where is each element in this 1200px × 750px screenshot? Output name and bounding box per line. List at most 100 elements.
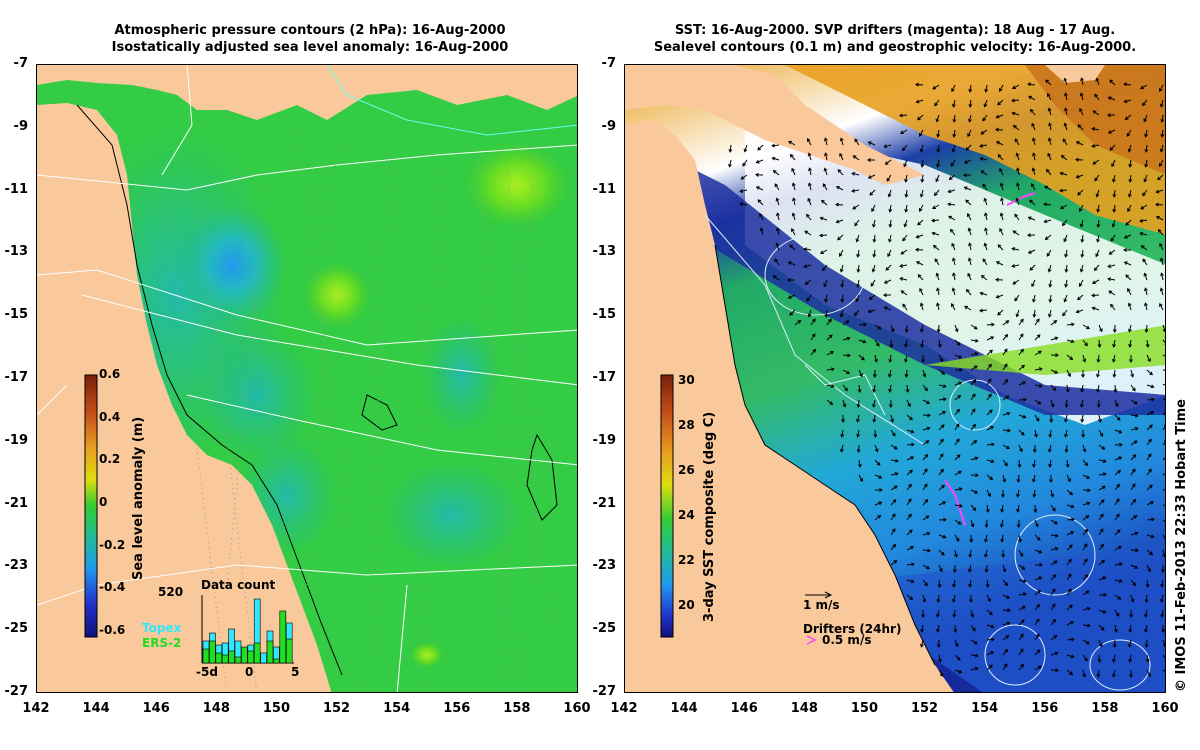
velocity-arrowhead: [995, 277, 999, 282]
velocity-arrowhead: [955, 643, 959, 648]
velocity-arrow: [1112, 219, 1116, 227]
velocity-arrowhead: [1005, 395, 1010, 399]
velocity-arrow: [1140, 219, 1148, 222]
velocity-arrow: [858, 474, 863, 482]
velocity-arrow: [1016, 198, 1020, 206]
velocity-arrow: [1092, 159, 1100, 165]
velocity-arrow: [1002, 459, 1008, 466]
velocity-arrowhead: [1000, 197, 1004, 202]
velocity-arrowhead: [1151, 517, 1155, 522]
velocity-arrow: [1050, 534, 1058, 537]
velocity-arrowhead: [1002, 478, 1007, 483]
velocity-arrow: [997, 309, 1004, 316]
velocity-arrow: [1031, 183, 1036, 191]
velocity-arrowhead: [958, 669, 963, 674]
velocity-arrow: [1050, 504, 1056, 511]
velocity-arrowhead: [910, 429, 915, 434]
velocity-arrowhead: [1159, 103, 1164, 108]
velocity-arrow: [873, 249, 876, 257]
velocity-arrow: [825, 294, 828, 302]
velocity-arrow: [966, 289, 972, 296]
y-tick-label: -23: [592, 558, 617, 574]
velocity-arrowhead: [1011, 98, 1016, 103]
velocity-arrowhead: [970, 613, 975, 618]
velocity-arrowhead: [974, 666, 979, 671]
velocity-arrowhead: [853, 312, 858, 317]
velocity-arrow: [1018, 593, 1026, 596]
velocity-arrowhead: [953, 629, 958, 633]
velocity-arrow: [1127, 204, 1132, 212]
velocity-arrow: [982, 114, 988, 121]
velocity-arrow: [985, 549, 988, 557]
velocity-arrowhead: [917, 116, 921, 121]
right-map-title: SST: 16-Aug-2000. SVP drifters (magenta)…: [615, 22, 1175, 56]
velocity-arrow: [1108, 290, 1116, 296]
velocity-arrowhead: [990, 637, 995, 642]
velocity-arrowhead: [926, 426, 931, 431]
velocity-arrowhead: [851, 171, 856, 176]
velocity-arrowhead: [846, 336, 851, 341]
velocity-arrow: [1128, 324, 1132, 332]
velocity-arrowhead: [963, 173, 967, 178]
velocity-arrow: [905, 204, 908, 212]
velocity-arrowhead: [870, 282, 875, 287]
velocity-arrow: [906, 498, 912, 506]
velocity-arrow: [1002, 412, 1010, 416]
velocity-arrowhead: [999, 167, 1003, 172]
velocity-arrowhead: [847, 353, 851, 358]
velocity-arrowhead: [919, 193, 924, 198]
velocity-arrow: [1162, 549, 1165, 557]
velocity-arrowhead: [1143, 118, 1148, 123]
velocity-arrow: [1060, 172, 1068, 176]
velocity-arrow: [1140, 232, 1148, 236]
velocity-arrowhead: [1112, 644, 1117, 648]
velocity-arrowhead: [1032, 493, 1037, 498]
velocity-arrow: [1146, 549, 1153, 555]
velocity-arrowhead: [1075, 141, 1080, 145]
velocity-arrow: [1092, 128, 1100, 131]
velocity-arrow: [1000, 213, 1004, 221]
velocity-arrow: [819, 234, 828, 237]
velocity-arrow: [824, 168, 828, 176]
velocity-arrowhead: [855, 238, 860, 243]
velocity-arrowhead: [1149, 484, 1153, 489]
velocity-arrowhead: [987, 493, 991, 498]
velocity-arrow: [937, 594, 940, 603]
velocity-arrow: [1002, 444, 1010, 449]
x-tick-label: 148: [790, 701, 818, 716]
velocity-arrowhead: [1144, 644, 1149, 648]
velocity-arrowhead: [755, 172, 759, 177]
drifter-track: [1006, 192, 1036, 206]
velocity-arrowhead: [1064, 404, 1069, 408]
velocity-arrow: [1097, 234, 1100, 242]
velocity-arrow: [791, 228, 796, 236]
velocity-arrow: [1146, 411, 1154, 416]
velocity-arrow: [1061, 155, 1068, 161]
x-tick-label: 160: [1151, 701, 1179, 716]
velocity-arrow: [1098, 528, 1104, 536]
velocity-arrow: [986, 323, 995, 326]
velocity-arrowhead: [924, 582, 928, 587]
velocity-arrowhead: [1063, 122, 1068, 127]
velocity-arrow: [1032, 294, 1036, 302]
velocity-arrow: [984, 213, 988, 221]
velocity-arrowhead: [984, 538, 988, 543]
velocity-arrow: [902, 234, 908, 241]
velocity-arrow: [1082, 607, 1090, 611]
velocity-arrow: [1095, 249, 1100, 257]
velocity-arrow: [1162, 639, 1165, 647]
velocity-arrow: [999, 168, 1004, 176]
velocity-arrow: [906, 429, 914, 433]
velocity-arrowhead: [900, 250, 905, 255]
velocity-arrowhead: [1159, 302, 1163, 307]
velocity-arrow: [967, 129, 972, 137]
velocity-arrow: [858, 354, 865, 361]
velocity-arrow: [937, 609, 940, 617]
velocity-arrow: [1062, 219, 1068, 226]
velocity-arrow: [938, 654, 941, 662]
velocity-arrow: [1018, 459, 1021, 468]
velocity-arrowhead: [1034, 433, 1038, 438]
velocity-arrowhead: [1047, 137, 1052, 142]
velocity-arrowhead: [973, 365, 978, 370]
velocity-arrowhead: [1070, 339, 1075, 344]
